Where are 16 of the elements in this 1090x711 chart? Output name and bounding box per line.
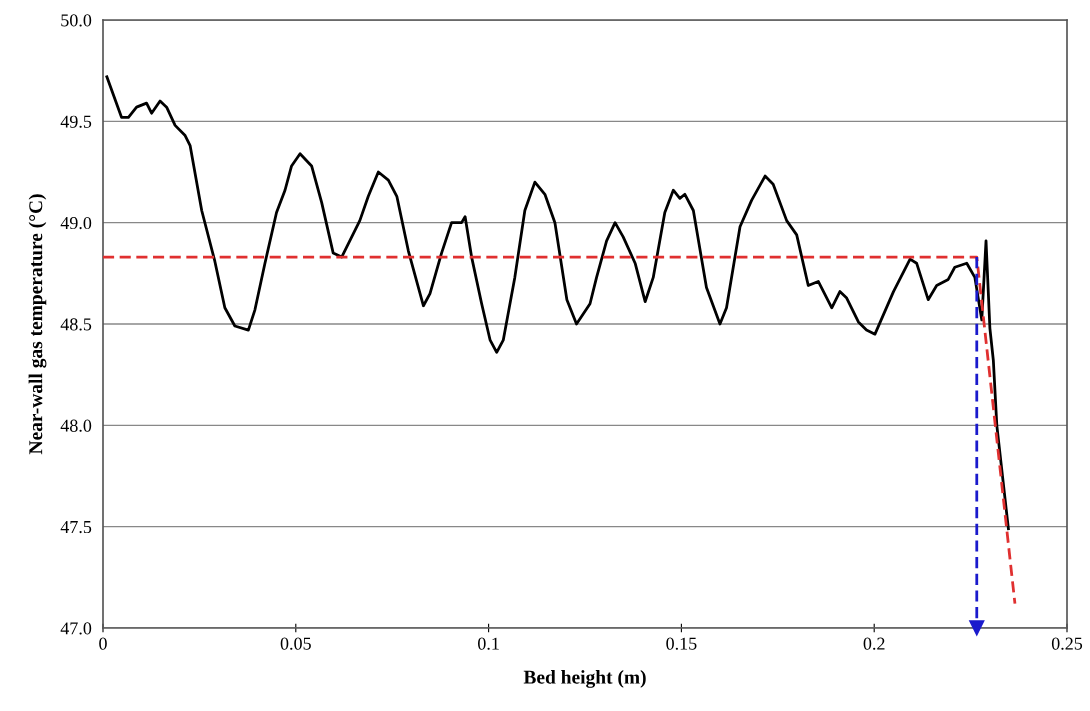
x-tick-label: 0.2	[863, 637, 885, 650]
x-tick-label: 0	[99, 637, 107, 650]
y-axis-title: Near-wall gas temperature (°C)	[28, 194, 47, 455]
x-tick-label: 0.25	[1051, 637, 1083, 650]
line-series	[105, 75, 1010, 531]
x-tick-label: 0.1	[478, 637, 499, 650]
y-tick-label: 49.5	[60, 115, 92, 128]
x-tick-label: 0.15	[666, 637, 697, 650]
y-tick-label: 48.0	[60, 419, 92, 432]
y-tick-label: 47.5	[60, 521, 92, 534]
y-tick-label: 50.0	[61, 14, 92, 27]
y-tick-label: 47.0	[60, 622, 92, 635]
y-tick-label: 49.0	[60, 216, 92, 230]
x-axis-title: Bed height (m)	[523, 670, 646, 688]
y-tick-label: 48.5	[60, 318, 92, 331]
x-tick-label: 0.05	[280, 637, 311, 650]
